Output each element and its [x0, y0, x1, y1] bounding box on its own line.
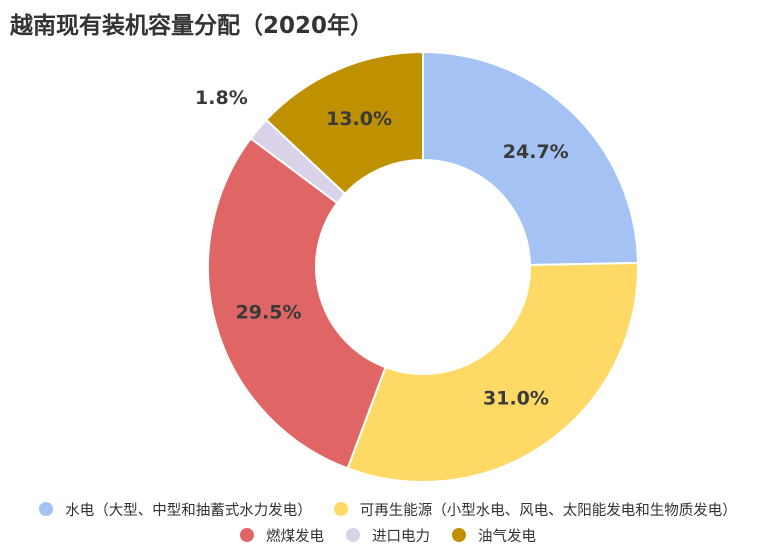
- legend-label-coal: 燃煤发电: [266, 528, 324, 545]
- legend-item-hydro[interactable]: 水电（大型、中型和抽蓄式水力发电）: [39, 499, 312, 520]
- legend-item-renewables[interactable]: 可再生能源（小型水电、风电、太阳能发电和生物质发电）: [333, 499, 737, 520]
- legend-label-renewables: 可再生能源（小型水电、风电、太阳能发电和生物质发电）: [359, 502, 737, 519]
- slice-label-oil-gas: 13.0%: [326, 108, 392, 130]
- legend-swatch-hydro: [39, 502, 54, 516]
- slice-label-hydro: 24.7%: [503, 141, 569, 163]
- legend-label-imports: 进口电力: [372, 528, 430, 545]
- legend-swatch-renewables: [333, 502, 348, 516]
- legend-row-1: 水电（大型、中型和抽蓄式水力发电） 可再生能源（小型水电、风电、太阳能发电和生物…: [0, 496, 776, 522]
- slice-oil-gas[interactable]: [264, 50, 424, 196]
- legend-label-hydro: 水电（大型、中型和抽蓄式水力发电）: [65, 502, 312, 519]
- legend-row-2: 燃煤发电 进口电力 油气发电: [0, 522, 776, 548]
- legend-swatch-coal: [240, 528, 254, 542]
- legend-swatch-imports: [346, 528, 360, 542]
- slice-label-coal: 29.5%: [236, 301, 302, 323]
- legend-label-oil-gas: 油气发电: [478, 528, 536, 545]
- legend: 水电（大型、中型和抽蓄式水力发电） 可再生能源（小型水电、风电、太阳能发电和生物…: [0, 496, 776, 548]
- legend-item-imports[interactable]: 进口电力: [346, 525, 430, 546]
- slice-coal[interactable]: [207, 137, 387, 470]
- legend-item-coal[interactable]: 燃煤发电: [240, 525, 324, 546]
- slice-renewables[interactable]: [346, 261, 639, 483]
- legend-swatch-oil-gas: [452, 528, 466, 542]
- donut-chart: 24.7% 31.0% 29.5% 1.8% 13.0%: [195, 50, 639, 483]
- chart-title: 越南现有装机容量分配（2020年）: [10, 13, 374, 39]
- slice-label-renewables: 31.0%: [483, 387, 549, 409]
- legend-item-oil-gas[interactable]: 油气发电: [452, 525, 536, 546]
- slice-label-imports: 1.8%: [195, 87, 248, 109]
- slice-hydro[interactable]: [422, 50, 639, 267]
